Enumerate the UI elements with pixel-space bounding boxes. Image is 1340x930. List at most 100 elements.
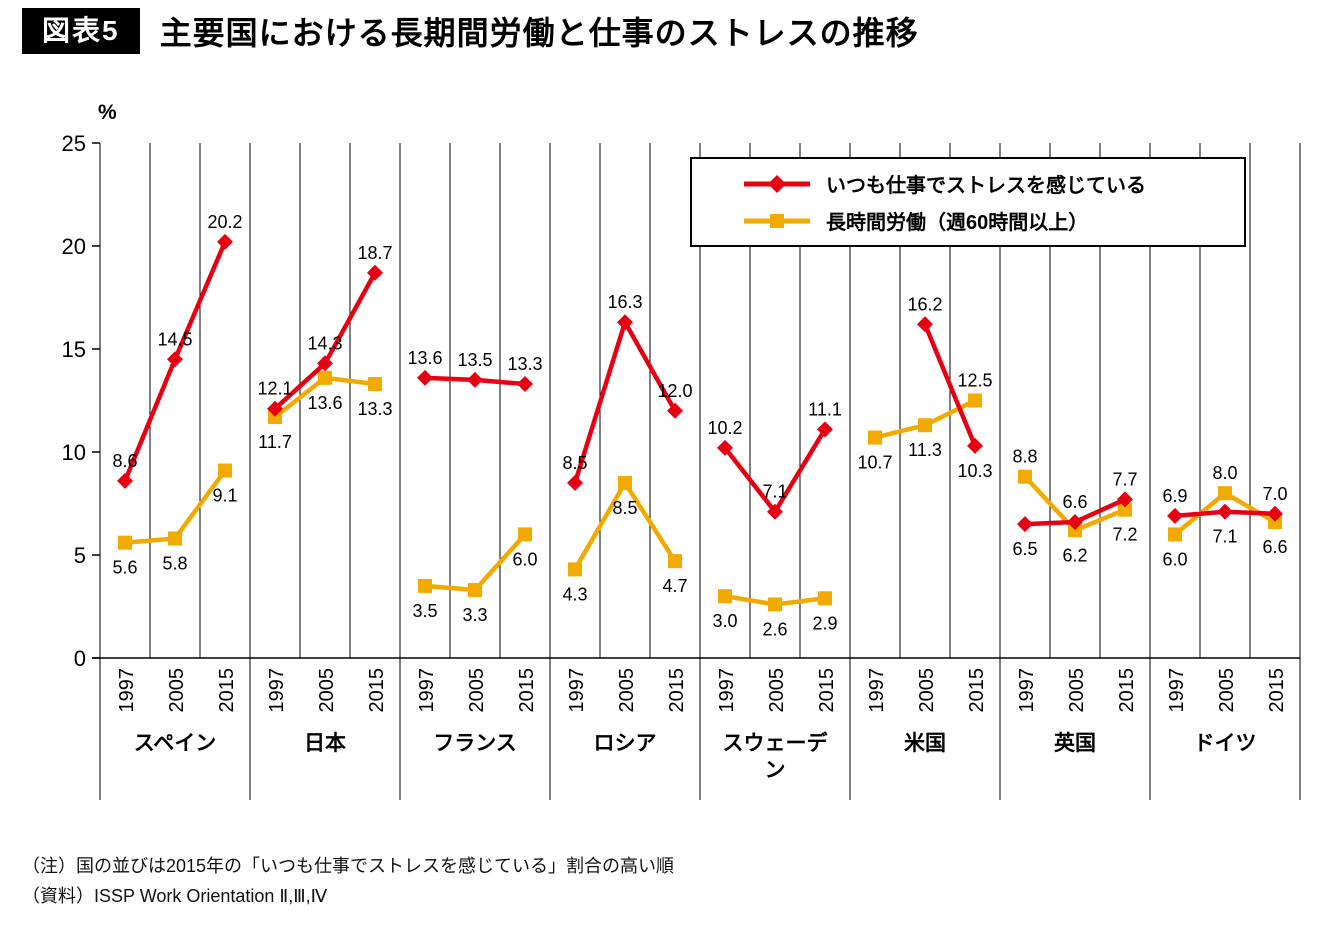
data-label: 8.6 <box>112 451 137 471</box>
data-label: 6.0 <box>512 549 537 569</box>
year-label: 2005 <box>916 668 938 713</box>
data-point-marker <box>267 400 283 417</box>
data-label: 14.5 <box>157 329 192 349</box>
data-label: 8.0 <box>1212 463 1237 483</box>
square-legend-glyph <box>744 213 810 228</box>
figure-number-badge: 図表5 <box>22 8 140 54</box>
data-label: 7.0 <box>1262 484 1287 504</box>
diamond-legend-glyph <box>744 174 810 193</box>
data-label: 12.1 <box>257 379 292 399</box>
legend-item-stress: いつも仕事でストレスを感じている <box>744 169 1234 198</box>
year-label: 1997 <box>116 668 138 713</box>
data-label: 8.8 <box>1012 447 1037 467</box>
data-label: 11.7 <box>258 432 292 452</box>
data-point-marker <box>1018 469 1032 484</box>
data-point-marker <box>367 264 383 281</box>
year-label: 1997 <box>716 668 738 713</box>
data-point-marker <box>918 418 932 433</box>
data-label: 11.3 <box>908 440 942 460</box>
data-label: 16.3 <box>607 292 642 312</box>
year-label: 2015 <box>966 668 988 713</box>
year-label: 1997 <box>1166 668 1188 713</box>
data-point-marker <box>1168 527 1182 542</box>
data-label: 13.3 <box>357 399 392 419</box>
data-point-marker <box>517 376 533 393</box>
data-label: 14.3 <box>307 333 342 353</box>
note-line: （注）国の並びは2015年の「いつも仕事でストレスを感じている」割合の高い順 <box>22 856 675 876</box>
country-label: スウェーデ <box>723 731 829 755</box>
year-label: 1997 <box>416 668 438 713</box>
data-label: 6.2 <box>1062 545 1087 565</box>
year-label: 2015 <box>816 668 838 713</box>
data-label: 6.9 <box>1162 486 1187 506</box>
data-point-marker <box>617 314 633 331</box>
data-point-marker <box>1118 502 1132 517</box>
data-label: 10.2 <box>707 418 742 438</box>
year-label: 2015 <box>366 668 388 713</box>
data-point-marker <box>417 369 433 386</box>
data-label: 6.5 <box>1012 539 1037 559</box>
country-label: ロシア <box>594 732 657 755</box>
series-line <box>922 323 978 447</box>
data-label: 4.3 <box>562 584 587 604</box>
data-point-marker <box>567 474 583 491</box>
data-label: 4.7 <box>662 576 687 596</box>
page-header: 図表5 主要国における長期間労働と仕事のストレスの推移 <box>22 8 919 54</box>
data-label: 5.6 <box>112 558 137 578</box>
data-label: 20.2 <box>207 212 242 232</box>
data-label: 8.5 <box>612 498 637 518</box>
data-point-marker <box>968 393 982 408</box>
y-tick-label: 15 <box>62 337 86 362</box>
data-point-marker <box>318 370 332 385</box>
y-tick-label: 0 <box>74 646 86 671</box>
data-point-marker <box>568 562 582 577</box>
data-point-marker <box>817 421 833 438</box>
data-point-marker <box>1068 523 1082 538</box>
year-label: 1997 <box>1016 668 1038 713</box>
year-label: 2005 <box>316 668 338 713</box>
data-point-marker <box>468 583 482 598</box>
data-label: 6.0 <box>1162 549 1187 569</box>
year-label: 1997 <box>566 668 588 713</box>
year-label: 2005 <box>766 668 788 713</box>
data-label: 10.3 <box>957 461 992 481</box>
legend-label: 長時間労働（週60時間以上） <box>826 212 1089 234</box>
series-line <box>572 316 677 484</box>
data-point-marker <box>667 402 683 419</box>
data-label: 18.7 <box>357 243 392 263</box>
data-label: 12.5 <box>957 371 992 391</box>
data-label: 6.6 <box>1062 492 1087 512</box>
year-label: 1997 <box>866 668 888 713</box>
country-label: 日本 <box>304 732 346 755</box>
data-label: 13.5 <box>457 350 492 370</box>
series-line <box>424 532 527 593</box>
country-label: ドイツ <box>1194 732 1257 755</box>
data-label: 7.7 <box>1112 469 1137 489</box>
year-label: 2015 <box>1116 668 1138 713</box>
data-label: 2.6 <box>762 619 787 639</box>
data-point-marker <box>217 233 233 250</box>
data-point-marker <box>168 531 182 546</box>
data-point-marker <box>868 430 882 445</box>
year-label: 1997 <box>266 668 288 713</box>
line-chart: 0 5 10 15 20 25 1997 2005 2015 1997 2005 2015 1997 20… <box>62 131 1301 800</box>
data-point-marker <box>1268 515 1282 530</box>
year-label: 2005 <box>166 668 188 713</box>
country-label: 英国 <box>1054 732 1096 755</box>
data-point-marker <box>467 371 483 388</box>
data-point-marker <box>668 554 682 569</box>
data-point-marker <box>1267 505 1283 522</box>
page-title: 主要国における長期間労働と仕事のストレスの推移 <box>159 15 919 51</box>
data-point-marker <box>1217 503 1233 520</box>
year-label: 2005 <box>466 668 488 713</box>
year-label: 2015 <box>516 668 538 713</box>
series-line <box>573 478 677 571</box>
data-point-marker <box>167 351 183 368</box>
data-point-marker <box>718 589 732 604</box>
legend-item-long-hours: 長時間労働（週60時間以上） <box>744 206 1234 235</box>
year-label: 2015 <box>216 668 238 713</box>
data-label: 3.3 <box>462 605 487 625</box>
data-label: 3.0 <box>712 611 737 631</box>
data-label: 2.9 <box>812 613 837 633</box>
data-point-marker <box>218 463 232 478</box>
